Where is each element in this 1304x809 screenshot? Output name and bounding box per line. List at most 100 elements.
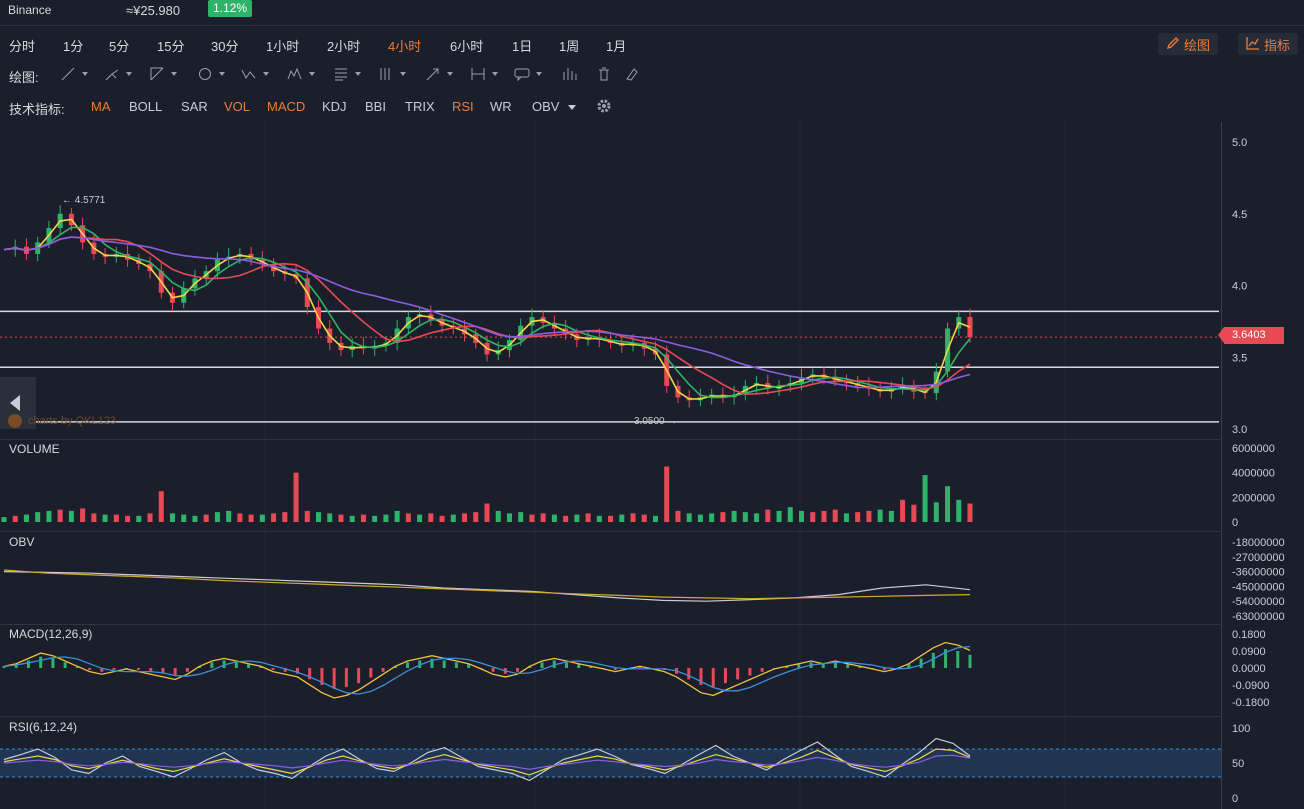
wave-tool-icon[interactable] — [241, 66, 271, 82]
macd-axis-tick: 0.1800 — [1232, 629, 1266, 641]
macd-bar — [723, 668, 727, 684]
arrow-tool-icon[interactable] — [425, 66, 455, 82]
macd-bar — [149, 668, 153, 672]
last-price-tag: 3.6403 — [1218, 327, 1284, 344]
volume-bar — [80, 508, 86, 522]
indicator-wr[interactable]: WR — [490, 99, 512, 114]
high-annotation: ← 4.5771 — [62, 195, 106, 206]
macd-axis-tick: 0.0900 — [1232, 646, 1266, 658]
volume-bar — [540, 513, 546, 522]
macd-bar — [919, 658, 923, 668]
macd-bar — [308, 668, 312, 680]
volume-title: VOLUME — [9, 442, 60, 456]
volume-bar — [405, 513, 411, 522]
trash-icon[interactable] — [596, 66, 626, 82]
volume-bar — [922, 475, 928, 522]
macd-bar — [2, 666, 6, 668]
chart-style-icon[interactable] — [562, 66, 592, 82]
macd-bar — [748, 668, 752, 676]
macd-bar — [613, 668, 617, 670]
fork-tool-icon[interactable] — [104, 66, 134, 82]
period-2小时[interactable]: 2小时 — [327, 39, 361, 54]
macd-bar — [418, 660, 422, 668]
indicator-ma[interactable]: MA — [91, 99, 111, 114]
volume-bar — [843, 513, 849, 522]
ma-line-ma10 — [3, 226, 971, 399]
ma-line-ma30 — [3, 236, 971, 396]
period-1周[interactable]: 1周 — [559, 39, 580, 54]
volume-bar — [933, 502, 939, 522]
indicator-vol[interactable]: VOL — [224, 99, 251, 114]
period-30分[interactable]: 30分 — [211, 39, 239, 54]
indicator-bbi[interactable]: BBI — [365, 99, 386, 114]
macd-bar — [467, 664, 471, 668]
indicator-boll[interactable]: BOLL — [129, 99, 163, 114]
eraser-icon[interactable] — [624, 66, 654, 82]
volume-bar — [664, 466, 670, 522]
macd-bar — [344, 668, 348, 687]
channel-tool-icon[interactable] — [378, 66, 408, 82]
indicator-kdj[interactable]: KDJ — [322, 99, 347, 114]
volume-bar — [473, 512, 479, 522]
volume-bar — [214, 512, 220, 522]
macd-bar — [968, 654, 972, 668]
volume-bar — [675, 510, 681, 522]
watermark: charts by QKL123 — [8, 414, 116, 428]
indicator-sar[interactable]: SAR — [181, 99, 208, 114]
text-tool-icon[interactable] — [514, 66, 544, 82]
period-5分[interactable]: 5分 — [109, 39, 130, 54]
volume-bar — [147, 513, 153, 522]
fib-tool-icon[interactable] — [333, 66, 363, 82]
macd-bar — [907, 664, 911, 668]
period-1日[interactable]: 1日 — [512, 39, 533, 54]
volume-bar — [203, 514, 209, 522]
macd-line — [3, 641, 971, 699]
macd-bar — [516, 668, 520, 672]
indicator-trix[interactable]: TRIX — [405, 99, 435, 114]
volume-bar — [91, 513, 97, 522]
indicator-rsi[interactable]: RSI — [452, 99, 474, 114]
obv-axis-tick: -54000000 — [1232, 596, 1285, 608]
macd-bar — [638, 666, 642, 668]
volume-bar — [529, 514, 535, 522]
period-1小时[interactable]: 1小时 — [266, 39, 300, 54]
volume-bar — [248, 514, 254, 522]
macd-bar — [222, 660, 226, 668]
volume-bar — [619, 514, 625, 522]
pattern-tool-icon[interactable] — [287, 66, 317, 82]
panel-divider — [0, 439, 1222, 440]
obv-dropdown-icon[interactable] — [568, 105, 576, 110]
rsi-band — [0, 749, 1221, 777]
range-tool-icon[interactable] — [470, 66, 500, 82]
chart-canvas[interactable]: 5.0 4.5 4.0 3.5 3.0 6000000 4000000 2000000 0 -18… — [0, 122, 1304, 809]
angle-tool-icon[interactable] — [149, 66, 179, 82]
macd-bar — [295, 668, 299, 674]
period-分时[interactable]: 分时 — [9, 39, 36, 54]
period-15分[interactable]: 15分 — [157, 39, 185, 54]
circle-tool-icon[interactable] — [197, 66, 227, 82]
cny-price: ≈¥25.980 — [126, 3, 181, 18]
obv-axis-tick: -18000000 — [1232, 537, 1285, 549]
period-6小时[interactable]: 6小时 — [450, 39, 484, 54]
volume-bar — [181, 514, 187, 522]
volume-bar — [608, 515, 614, 522]
period-4小时[interactable]: 4小时 — [388, 39, 422, 54]
draw-button[interactable]: 绘图 — [1158, 33, 1219, 55]
volume-bar — [462, 513, 468, 522]
volume-bar — [495, 510, 501, 522]
indicator-macd[interactable]: MACD — [267, 99, 306, 114]
obv-axis-tick: -63000000 — [1232, 611, 1285, 623]
indicators-button[interactable]: 指标 — [1238, 33, 1299, 55]
volume-bar — [428, 513, 434, 522]
line-tool-icon[interactable] — [60, 66, 90, 82]
period-1月[interactable]: 1月 — [606, 39, 627, 54]
gear-icon[interactable] — [596, 98, 612, 114]
indicator-obv[interactable]: OBV — [532, 99, 560, 114]
macd-bar — [406, 662, 410, 668]
macd-bar — [858, 666, 862, 668]
macd-bar — [956, 651, 960, 668]
period-1分[interactable]: 1分 — [63, 39, 84, 54]
volume-bar — [518, 512, 524, 522]
macd-bar — [833, 662, 837, 668]
price-axis-tick: 3.5 — [1232, 352, 1247, 364]
